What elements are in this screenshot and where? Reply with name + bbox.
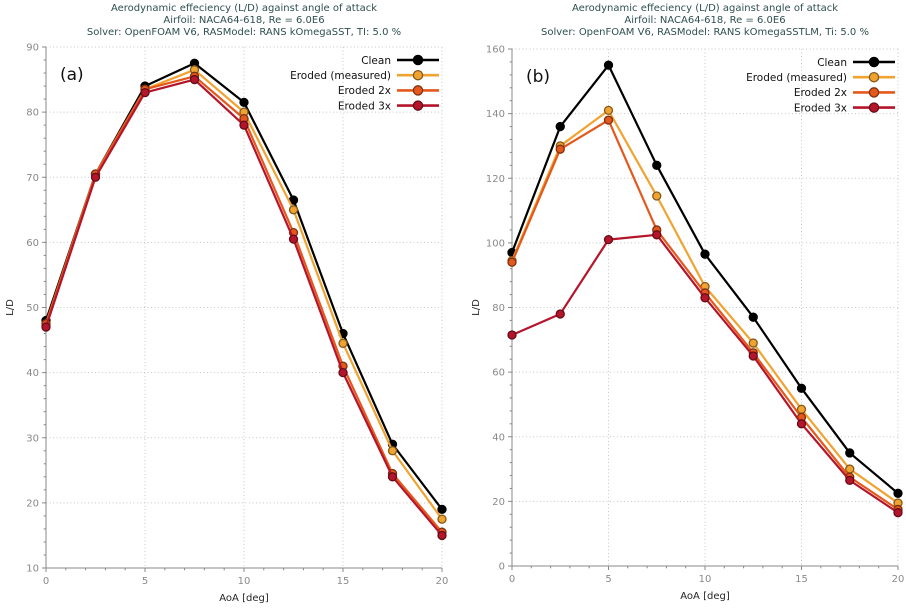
series-eroded-3x xyxy=(507,230,903,518)
legend-marker-icon xyxy=(868,71,880,83)
legend-marker-icon xyxy=(412,54,424,66)
svg-text:80: 80 xyxy=(492,303,505,314)
svg-text:0: 0 xyxy=(43,576,49,587)
svg-text:20: 20 xyxy=(492,497,505,508)
chart-a-plot: 0 5 10 15 20 10 20 30 40 50 60 70 80 90 AoA [deg] L/D Cl… xyxy=(5,43,448,605)
legend-label: Eroded 3x xyxy=(338,100,391,112)
svg-text:10: 10 xyxy=(238,576,251,587)
x-axis-label: AoA [deg] xyxy=(219,593,269,604)
svg-text:20: 20 xyxy=(436,576,449,587)
y-axis-label: L/D xyxy=(471,299,482,316)
svg-text:70: 70 xyxy=(26,173,39,184)
svg-text:5: 5 xyxy=(142,576,148,587)
legend-marker-icon xyxy=(868,87,880,98)
legend-marker-icon xyxy=(868,102,880,113)
svg-text:30: 30 xyxy=(26,433,39,444)
chart-panel-a: Aerodynamic effeciency (L/D) against ang… xyxy=(5,3,448,605)
chart-b-subtitle2: Solver: OpenFOAM V6, RASModel: RANS kOme… xyxy=(541,27,869,38)
svg-text:120: 120 xyxy=(486,174,505,185)
legend-label: Eroded 2x xyxy=(794,87,847,99)
series-eroded-3x xyxy=(41,74,447,541)
legend-marker-icon xyxy=(412,100,424,111)
tick-labels: 0 5 10 15 20 0 20 40 60 80 100 120 140 160 xyxy=(486,45,904,586)
y-axis-label: L/D xyxy=(5,299,16,316)
legend-label: Eroded (measured) xyxy=(290,70,391,82)
x-axis-label: AoA [deg] xyxy=(680,591,730,602)
legend-label: Eroded (measured) xyxy=(746,72,847,84)
legend-label: Clean xyxy=(361,55,391,67)
panel-label: (b) xyxy=(526,67,550,87)
chart-a-title-block: Aerodynamic effeciency (L/D) against ang… xyxy=(46,3,442,39)
svg-text:50: 50 xyxy=(26,303,39,314)
svg-text:0: 0 xyxy=(499,562,505,573)
svg-text:10: 10 xyxy=(699,574,712,585)
svg-text:80: 80 xyxy=(26,108,39,119)
legend: Clean Eroded (measured) Eroded 2x Eroded 3x xyxy=(746,56,895,114)
chart-b-subtitle: Airfoil: NACA64-618, Re = 6.0E6 xyxy=(624,15,786,26)
svg-text:40: 40 xyxy=(492,432,505,443)
chart-a-title: Aerodynamic effeciency (L/D) against ang… xyxy=(110,3,378,14)
gridlines xyxy=(511,48,899,567)
svg-text:20: 20 xyxy=(892,574,905,585)
svg-text:40: 40 xyxy=(26,368,39,379)
svg-text:60: 60 xyxy=(26,238,39,249)
chart-b-title-block: Aerodynamic effeciency (L/D) against ang… xyxy=(512,3,898,39)
svg-text:0: 0 xyxy=(509,574,515,585)
svg-text:5: 5 xyxy=(605,574,611,585)
legend-marker-icon xyxy=(412,85,424,96)
svg-text:15: 15 xyxy=(337,576,350,587)
svg-text:60: 60 xyxy=(492,368,505,379)
legend-marker-icon xyxy=(412,69,424,81)
svg-text:15: 15 xyxy=(795,574,808,585)
chart-b-title: Aerodynamic effeciency (L/D) against ang… xyxy=(571,3,839,14)
axes xyxy=(508,48,899,570)
svg-text:140: 140 xyxy=(486,109,505,120)
panel-label: (a) xyxy=(60,65,84,85)
series-eroded-measured xyxy=(41,65,447,524)
chart-b-plot: 0 5 10 15 20 0 20 40 60 80 100 120 140 160 AoA [deg] L/… xyxy=(471,45,904,603)
chart-a-subtitle2: Solver: OpenFOAM V6, RASModel: RANS kOme… xyxy=(86,27,402,38)
chart-a-subtitle: Airfoil: NACA64-618, Re = 6.0E6 xyxy=(163,15,325,26)
svg-text:100: 100 xyxy=(486,238,505,249)
svg-text:10: 10 xyxy=(26,564,39,575)
legend-label: Eroded 2x xyxy=(338,85,391,97)
legend-label: Clean xyxy=(817,57,847,69)
series-eroded-measured xyxy=(507,105,903,508)
series-clean xyxy=(507,60,903,498)
tick-labels: 0 5 10 15 20 10 20 30 40 50 60 70 80 90 xyxy=(26,43,448,588)
legend-label: Eroded 3x xyxy=(794,102,847,114)
svg-text:20: 20 xyxy=(26,498,39,509)
legend-marker-icon xyxy=(868,56,880,68)
axes xyxy=(42,46,443,572)
svg-text:160: 160 xyxy=(486,45,505,56)
svg-text:90: 90 xyxy=(26,43,39,54)
chart-panel-b: Aerodynamic effeciency (L/D) against ang… xyxy=(453,0,906,614)
legend: Clean Eroded (measured) Eroded 2x Eroded 3x xyxy=(290,54,439,112)
